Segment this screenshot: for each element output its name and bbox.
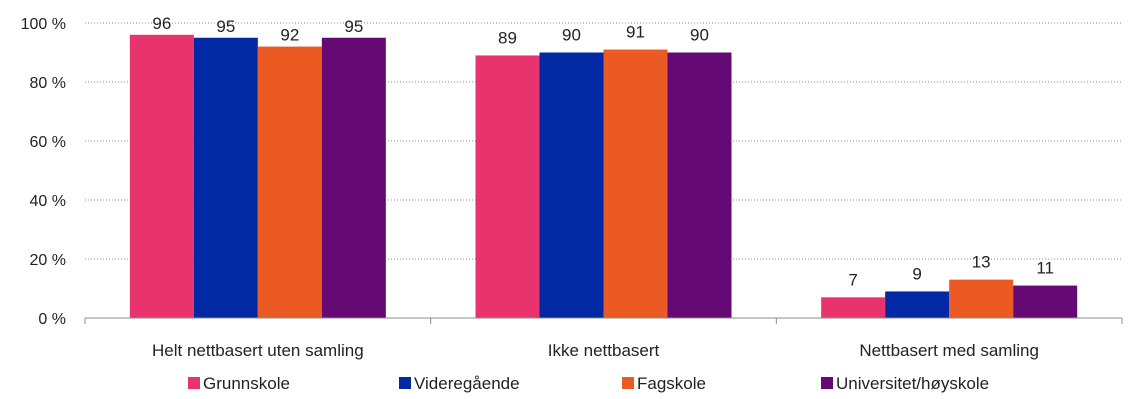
bar — [821, 297, 886, 318]
x-tick-label: Helt nettbasert uten samling — [152, 341, 364, 360]
y-tick-label: 60 % — [30, 134, 66, 151]
data-label: 95 — [216, 17, 235, 36]
legend-swatch — [399, 377, 411, 389]
legend-swatch — [188, 377, 200, 389]
bar — [475, 55, 540, 318]
x-tick-label: Ikke nettbasert — [548, 341, 660, 360]
data-labels: 96 95 92 95 89 90 91 90 7 9 13 11 — [152, 14, 1054, 290]
legend-item: Fagskole — [622, 374, 706, 393]
y-tick-label: 0 % — [38, 311, 66, 328]
legend-item: Videregående — [399, 374, 520, 393]
legend-label: Videregående — [414, 374, 520, 393]
legend-swatch — [821, 377, 833, 389]
bar — [885, 291, 950, 318]
data-label: 95 — [344, 17, 363, 36]
data-label: 91 — [626, 23, 645, 42]
x-axis — [84, 317, 1123, 324]
bar — [603, 49, 668, 319]
bar — [257, 46, 322, 318]
legend-label: Universitet/høyskole — [836, 374, 989, 393]
x-axis-labels: Helt nettbasert uten samling Ikke nettbas… — [152, 341, 1039, 360]
data-label: 92 — [280, 26, 299, 45]
data-label: 11 — [1036, 259, 1054, 278]
data-label: 90 — [562, 26, 581, 45]
y-tick-label: 40 % — [30, 193, 66, 210]
bar — [321, 37, 386, 318]
y-tick-label: 80 % — [30, 75, 66, 92]
x-tick-label: Nettbasert med samling — [859, 341, 1039, 360]
bar — [949, 279, 1014, 318]
bar — [539, 52, 604, 318]
bars — [129, 34, 1078, 319]
y-tick-label: 20 % — [30, 252, 66, 269]
data-label: 7 — [848, 270, 857, 289]
data-label: 89 — [498, 28, 517, 47]
bar — [129, 34, 194, 319]
data-label: 9 — [912, 264, 921, 283]
bar — [1013, 285, 1078, 318]
data-label: 96 — [152, 14, 171, 33]
legend-item: Universitet/høyskole — [821, 374, 989, 393]
legend-item: Grunnskole — [188, 374, 290, 393]
bar — [193, 37, 258, 318]
legend: Grunnskole Videregående Fagskole Universite… — [188, 374, 989, 393]
y-axis-ticks: 0 % 20 % 40 % 60 % 80 % 100 % — [21, 16, 66, 328]
data-label: 90 — [690, 26, 709, 45]
legend-swatch — [622, 377, 634, 389]
gridlines — [85, 22, 1122, 260]
data-label: 13 — [972, 253, 991, 272]
bar — [667, 52, 732, 318]
legend-label: Fagskole — [637, 374, 706, 393]
legend-label: Grunnskole — [203, 374, 290, 393]
y-tick-label: 100 % — [21, 16, 66, 33]
